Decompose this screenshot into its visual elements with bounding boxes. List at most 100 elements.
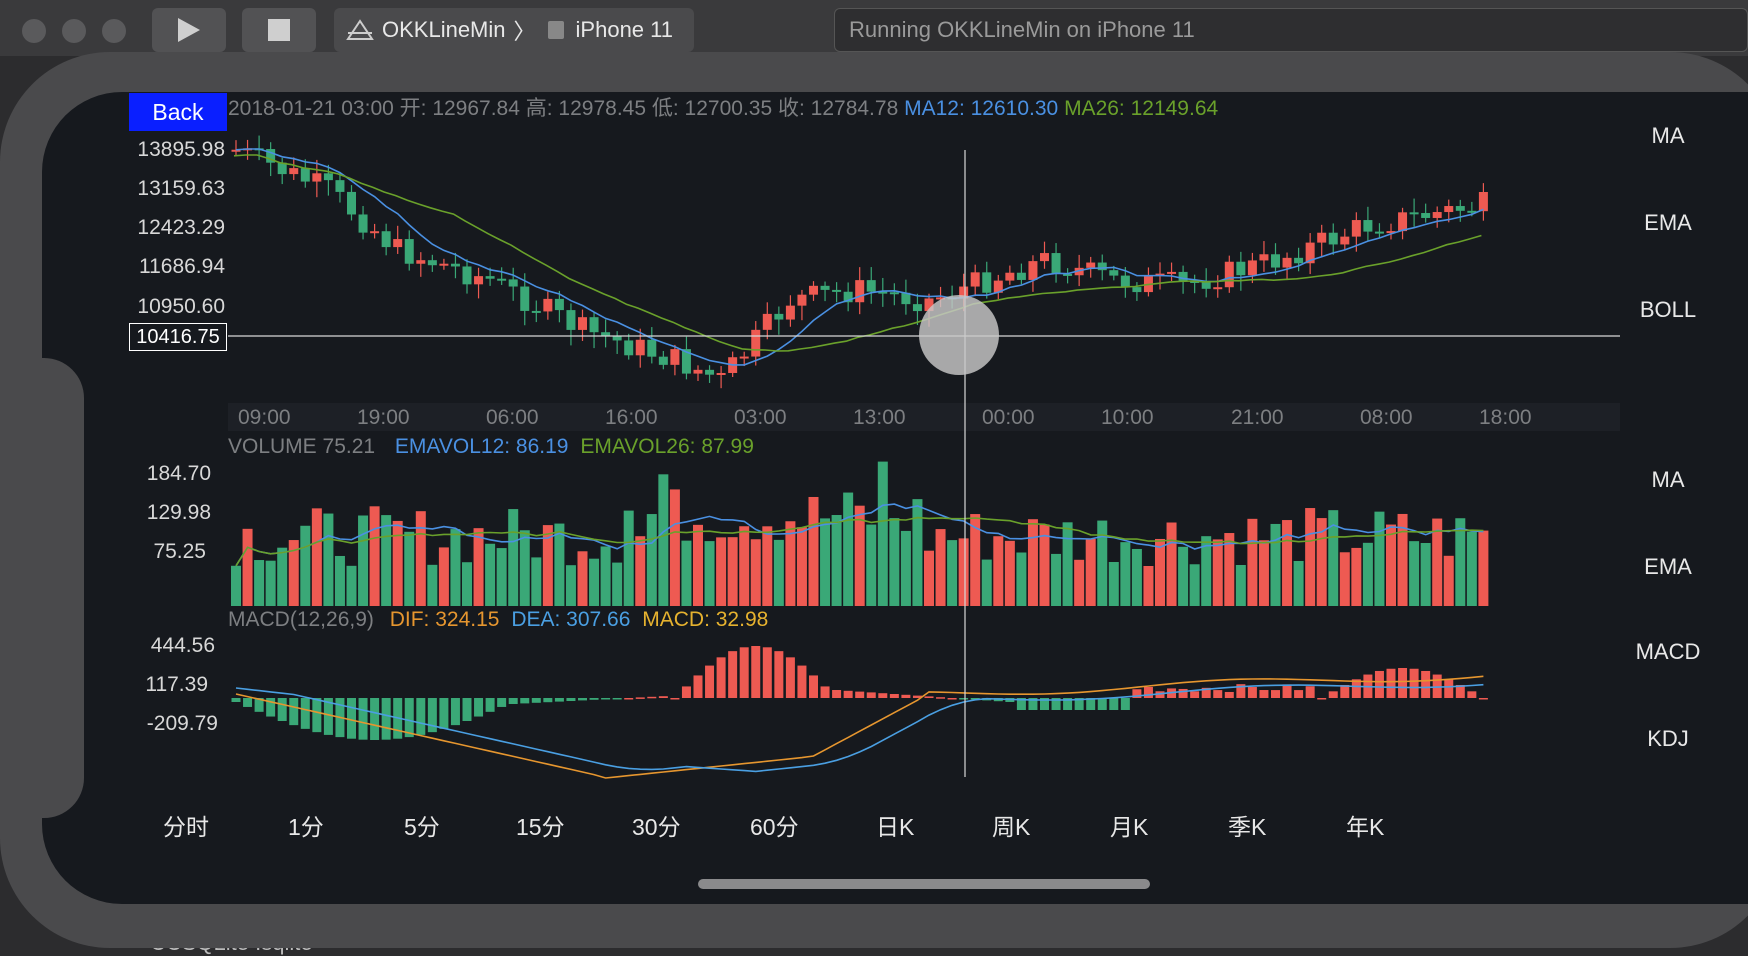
back-button[interactable]: Back <box>129 93 227 131</box>
macd-bar <box>774 651 784 698</box>
period-tab-month[interactable]: 月K <box>1110 814 1149 840</box>
period-tab-15min[interactable]: 15分 <box>516 814 565 840</box>
candle-body <box>1271 254 1280 268</box>
touch-indicator <box>919 295 999 375</box>
volume-bar <box>1351 547 1362 606</box>
candle-body <box>635 339 645 356</box>
run-button[interactable] <box>152 8 226 52</box>
volume-indicator-button-ema[interactable]: EMA <box>1644 554 1692 579</box>
volume-bar <box>646 514 657 606</box>
candle-body <box>312 173 322 182</box>
volume-bar <box>1386 524 1396 606</box>
volume-bar <box>1466 531 1477 606</box>
candle-body <box>820 285 830 290</box>
macd-bar <box>1328 691 1338 698</box>
candle-body <box>485 276 495 279</box>
volume-bar <box>1247 518 1258 606</box>
macd-axis-label: 117.39 <box>145 673 208 696</box>
macd-bar <box>924 696 934 698</box>
volume-bar <box>1258 540 1269 606</box>
volume-indicator-button-ma[interactable]: MA <box>1651 467 1685 492</box>
volume-bar <box>1339 552 1350 606</box>
volume-bar <box>334 555 345 606</box>
time-axis-label: 18:00 <box>1479 406 1532 429</box>
period-tab-30min[interactable]: 30分 <box>632 814 681 840</box>
sub-indicator-button-macd[interactable]: MACD <box>1635 639 1701 664</box>
macd-axis-label: -209.79 <box>146 712 218 735</box>
macd-bar <box>543 698 553 703</box>
period-tab-quarter[interactable]: 季K <box>1228 814 1267 840</box>
volume-bar <box>796 527 807 606</box>
candle-body <box>1247 260 1257 276</box>
volume-bar <box>958 538 969 606</box>
time-axis-label: 10:00 <box>1101 406 1154 429</box>
volume-bar <box>346 565 357 606</box>
ma26-line <box>233 154 1482 352</box>
volume-bar <box>750 539 761 606</box>
volume-bar <box>693 524 703 606</box>
candle-body <box>1409 212 1419 215</box>
volume-bar <box>739 526 750 606</box>
macd-bar <box>243 698 253 707</box>
sub-indicator-button-kdj[interactable]: KDJ <box>1647 726 1689 751</box>
indicator-button-ema[interactable]: EMA <box>1644 210 1692 235</box>
simulator-screen <box>42 92 1748 904</box>
candle-body <box>855 280 865 303</box>
emavol12-line <box>235 503 1484 567</box>
indicator-button-boll[interactable]: BOLL <box>1639 297 1697 322</box>
candle-body <box>508 279 518 287</box>
indicator-button-ma[interactable]: MA <box>1651 123 1685 148</box>
play-icon <box>178 18 200 42</box>
period-tab-60min[interactable]: 60分 <box>750 814 799 840</box>
candle-body <box>300 168 310 182</box>
info-high: 高: 12978.45 <box>525 97 647 120</box>
period-tab-5min[interactable]: 5分 <box>404 814 440 840</box>
candle-body <box>1086 262 1096 268</box>
period-tab-day[interactable]: 日K <box>876 814 915 840</box>
macd-bar <box>959 698 969 700</box>
volume-axis-label: 184.70 <box>146 462 211 485</box>
macd-bar <box>1259 690 1269 698</box>
candle-body <box>1016 272 1026 280</box>
volume-bar <box>1409 541 1420 606</box>
candle-body <box>809 285 818 295</box>
candle-body <box>612 336 622 341</box>
period-tab-year[interactable]: 年K <box>1346 814 1385 840</box>
volume-bar <box>1131 548 1142 606</box>
candle-body <box>1167 271 1177 274</box>
macd-bar <box>1109 698 1119 710</box>
zoom-window-icon[interactable] <box>102 19 126 43</box>
candle-body <box>520 286 530 311</box>
minimize-window-icon[interactable] <box>62 19 86 43</box>
volume-bar <box>531 557 542 606</box>
macd-bar <box>601 698 611 700</box>
candle-body <box>716 372 726 375</box>
candle-body <box>1236 261 1246 276</box>
volume-bar <box>1062 522 1073 606</box>
volume-bar <box>947 540 958 606</box>
candle-body <box>912 304 922 312</box>
macd-bar <box>300 698 310 729</box>
macd-bar <box>1351 679 1361 698</box>
home-indicator[interactable] <box>698 879 1150 889</box>
volume-bar <box>1443 555 1454 606</box>
period-tab-timeline[interactable]: 分时 <box>163 814 209 840</box>
time-axis-label: 06:00 <box>486 406 539 429</box>
period-tab-week[interactable]: 周K <box>992 814 1031 840</box>
macd-bar <box>878 693 888 698</box>
stop-button[interactable] <box>242 8 316 52</box>
macd-bar <box>1398 668 1408 698</box>
info-ma26: MA26: 12149.64 <box>1064 97 1219 120</box>
close-window-icon[interactable] <box>22 19 46 43</box>
macd-bar <box>901 694 911 698</box>
volume-bar <box>1004 540 1015 606</box>
device-notch <box>42 358 84 818</box>
candle-body <box>658 356 668 365</box>
candle-body <box>1305 242 1315 264</box>
scheme-selector[interactable]: OKKLineMin 〉 iPhone 11 <box>334 8 694 52</box>
volume-bar <box>589 558 600 606</box>
period-tab-1min[interactable]: 1分 <box>288 814 324 840</box>
macd-bar <box>497 698 507 707</box>
macd-bar <box>681 686 691 698</box>
